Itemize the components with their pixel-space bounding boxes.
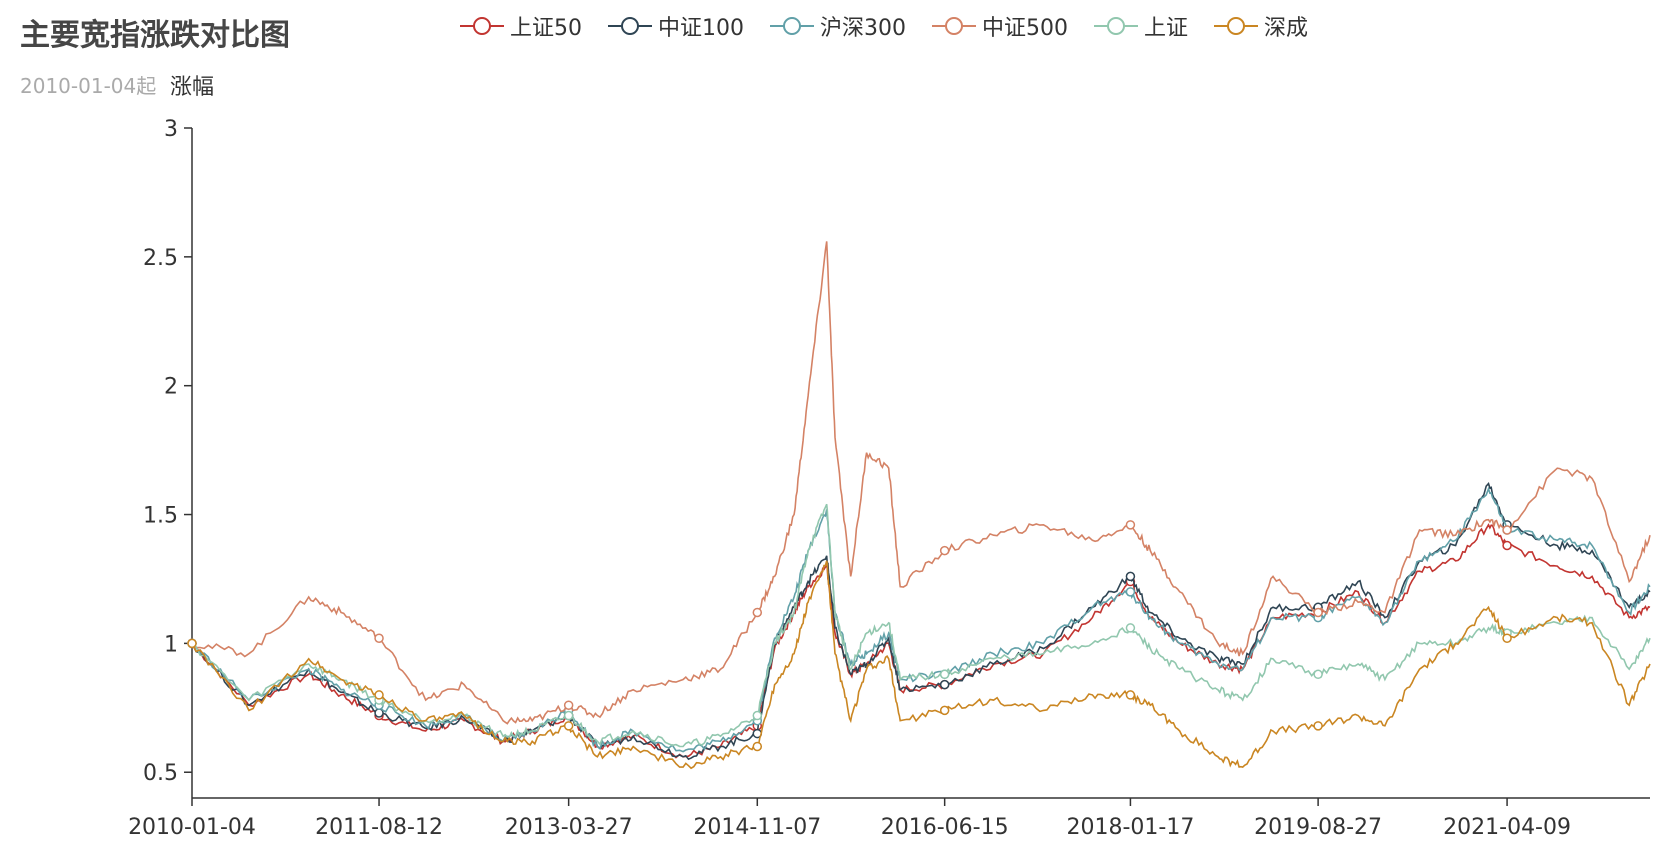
data-point bbox=[1502, 525, 1512, 535]
legend-marker-icon bbox=[1214, 17, 1259, 35]
data-point bbox=[1313, 669, 1323, 680]
series-line bbox=[191, 482, 1651, 761]
x-tick-label: 2013-03-27 bbox=[505, 815, 633, 840]
legend-item[interactable]: 上证50 bbox=[460, 10, 582, 42]
legend-item[interactable]: 中证500 bbox=[932, 10, 1068, 42]
data-point bbox=[939, 545, 950, 556]
series-line bbox=[191, 503, 1651, 748]
x-tick-label: 2010-01-04 bbox=[128, 815, 256, 840]
x-tick-label: 2021-04-09 bbox=[1443, 815, 1571, 840]
data-point bbox=[939, 679, 950, 690]
legend-item[interactable]: 中证100 bbox=[608, 10, 744, 42]
legend-marker-icon bbox=[770, 17, 814, 35]
chart-subtitle: 2010-01-04起 bbox=[20, 74, 157, 98]
legend-marker-icon bbox=[932, 17, 976, 35]
legend-item[interactable]: 沪深300 bbox=[770, 10, 906, 42]
chart-title: 主要宽指涨跌对比图 bbox=[20, 18, 290, 53]
legend-marker-icon bbox=[1094, 17, 1138, 35]
legend-label: 上证 bbox=[1144, 16, 1189, 41]
y-axis-label: 涨幅 bbox=[170, 75, 214, 100]
y-tick-label: 3 bbox=[164, 117, 178, 142]
series-line bbox=[191, 523, 1651, 759]
legend-label: 沪深300 bbox=[820, 16, 906, 41]
x-tick-label: 2016-06-15 bbox=[881, 815, 1009, 840]
data-point bbox=[563, 710, 574, 721]
legend-item[interactable]: 上证 bbox=[1094, 10, 1188, 42]
legend-marker-icon bbox=[608, 17, 652, 35]
series-中证500 bbox=[187, 241, 1651, 725]
data-point bbox=[1313, 721, 1323, 731]
data-point bbox=[1502, 633, 1512, 643]
y-tick-label: 2.5 bbox=[143, 246, 178, 271]
y-tick-label: 0.5 bbox=[143, 761, 178, 786]
data-point bbox=[752, 710, 763, 721]
x-tick-label: 2019-08-27 bbox=[1254, 815, 1382, 840]
legend-label: 深成 bbox=[1264, 16, 1309, 41]
data-point bbox=[374, 633, 384, 643]
data-point bbox=[563, 721, 574, 731]
series-line bbox=[191, 560, 1651, 770]
data-point bbox=[563, 700, 574, 710]
data-point bbox=[1502, 540, 1512, 551]
legend-item[interactable]: 深成 bbox=[1214, 10, 1308, 42]
data-point bbox=[939, 669, 950, 680]
y-tick-label: 2 bbox=[164, 375, 178, 400]
data-point bbox=[187, 638, 197, 649]
data-point bbox=[1125, 520, 1136, 530]
data-point bbox=[1313, 607, 1323, 618]
legend-label: 中证500 bbox=[982, 16, 1068, 41]
legend-label: 中证100 bbox=[658, 16, 744, 41]
data-point bbox=[1125, 587, 1136, 597]
legend-marker-icon bbox=[460, 17, 504, 35]
data-point bbox=[752, 741, 763, 752]
data-point bbox=[752, 607, 763, 618]
y-tick-label: 1 bbox=[164, 632, 178, 657]
legend: 上证50 中证100 沪深300 中证500 上证 深成 bbox=[460, 10, 1334, 42]
x-tick-label: 2014-11-07 bbox=[693, 815, 821, 840]
series-line bbox=[191, 241, 1651, 725]
data-point bbox=[939, 705, 950, 716]
legend-label: 上证50 bbox=[510, 16, 582, 41]
data-point bbox=[374, 690, 384, 700]
data-point bbox=[1125, 571, 1136, 582]
series-深成 bbox=[187, 560, 1651, 770]
x-tick-label: 2011-08-12 bbox=[315, 815, 443, 840]
data-point bbox=[1125, 690, 1136, 700]
data-point bbox=[1125, 623, 1136, 633]
x-tick-label: 2018-01-17 bbox=[1066, 815, 1194, 840]
y-tick-label: 1.5 bbox=[143, 504, 178, 529]
